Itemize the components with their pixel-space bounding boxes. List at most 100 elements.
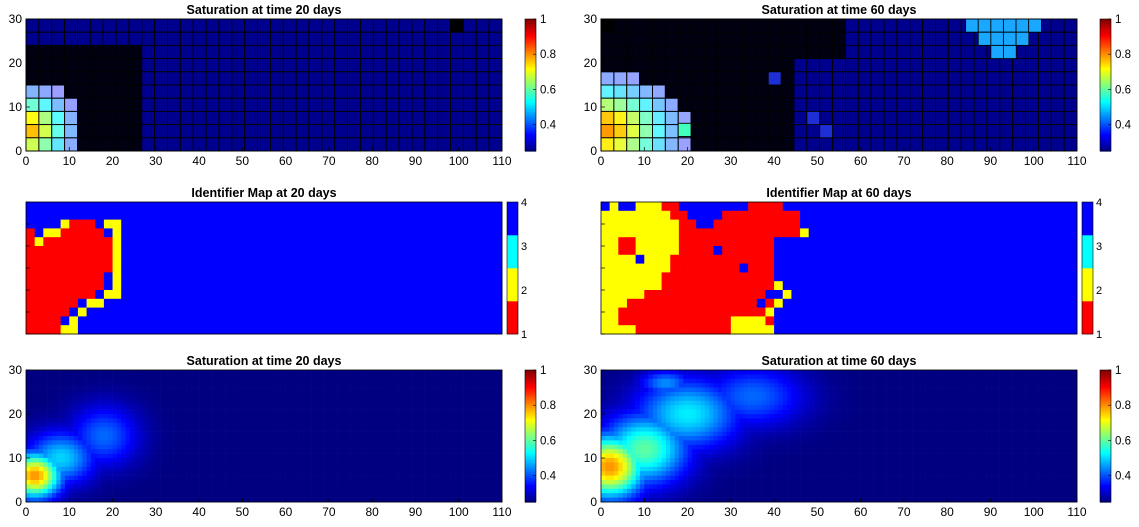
heatmap-cell [160, 405, 165, 410]
heatmap-cell [147, 427, 152, 432]
heatmap-cell [103, 396, 109, 402]
heatmap-cell [337, 298, 347, 308]
colorbar-segment [525, 25, 536, 29]
heatmap-cell [238, 422, 243, 428]
heatmap-cell [337, 316, 347, 326]
heatmap-cell [922, 124, 936, 139]
heatmap-cell [233, 316, 243, 326]
x-tick-label: 20 [106, 154, 120, 168]
heatmap-cell [458, 281, 468, 291]
heatmap-cell [112, 298, 122, 308]
heatmap-cell [678, 316, 688, 326]
y-tick-label: 30 [584, 12, 598, 26]
heatmap-cell [43, 325, 53, 335]
heatmap-cell [337, 458, 343, 463]
heatmap-cell [125, 387, 131, 393]
heatmap-cell [780, 137, 795, 152]
heatmap-cell [220, 383, 226, 388]
heatmap-cell [302, 383, 308, 388]
heatmap-cell [233, 431, 239, 437]
heatmap-cell [179, 18, 194, 33]
heatmap-cell [767, 84, 782, 99]
heatmap-cell [912, 246, 922, 256]
heatmap-cell [328, 202, 338, 212]
heatmap-cell [800, 202, 810, 212]
heatmap-cell [320, 307, 330, 317]
heatmap-cell [1033, 272, 1043, 282]
heatmap-cell [251, 219, 261, 229]
heatmap-cell [99, 440, 105, 446]
heatmap-cell [86, 281, 96, 291]
heatmap-cell [190, 453, 196, 459]
heatmap-cell [677, 58, 692, 73]
heatmap-cell [454, 370, 460, 375]
heatmap-cell [729, 110, 743, 126]
heatmap-cell [86, 307, 96, 317]
heatmap-cell [298, 414, 304, 419]
heatmap-cell [121, 409, 126, 415]
heatmap-cell [398, 272, 408, 282]
heatmap-cell [981, 263, 991, 273]
heatmap-cell [264, 440, 269, 446]
heatmap-cell [51, 400, 57, 406]
heatmap-cell [844, 18, 859, 33]
heatmap-cell [475, 97, 490, 112]
heatmap-cell [1025, 58, 1039, 73]
heatmap-cell [664, 97, 679, 112]
heatmap-cell [372, 137, 387, 152]
heatmap-cell [601, 246, 611, 256]
heatmap-cell [89, 44, 104, 60]
heatmap-cell [843, 219, 853, 229]
heatmap-cell [402, 409, 408, 415]
heatmap-cell [806, 71, 821, 86]
heatmap-cell [321, 44, 336, 60]
heatmap-cell [929, 246, 939, 256]
heatmap-cell [354, 254, 364, 264]
heatmap-cell [363, 453, 369, 459]
heatmap-cell [142, 405, 148, 410]
heatmap-cell [687, 246, 697, 256]
heatmap-cell [869, 210, 879, 220]
heatmap-cell [389, 422, 395, 428]
heatmap-cell [294, 281, 304, 291]
heatmap-cell [354, 405, 360, 410]
heatmap-cell [964, 210, 974, 220]
heatmap-cell [242, 219, 252, 229]
heatmap-cell [819, 110, 834, 126]
heatmap-cell [782, 202, 792, 212]
heatmap-cell [441, 449, 447, 454]
heatmap-cell [458, 374, 464, 380]
heatmap-cell [51, 325, 62, 335]
heatmap-cell [173, 307, 183, 317]
heatmap-cell [212, 409, 217, 415]
heatmap-cell [450, 418, 455, 424]
heatmap-cell [116, 405, 122, 410]
heatmap-cell [60, 453, 66, 459]
heatmap-cell [129, 272, 139, 282]
heatmap-cell [437, 137, 451, 152]
heatmap-cell [406, 458, 412, 463]
heatmap-cell [1033, 316, 1043, 326]
heatmap-cell [56, 370, 61, 375]
heatmap-cell [225, 449, 230, 454]
heatmap-cell [748, 325, 758, 335]
heatmap-cell [626, 110, 641, 126]
heatmap-cell [82, 392, 87, 397]
heatmap-cell [1051, 210, 1061, 220]
heatmap-cell [51, 84, 66, 99]
heatmap-cell [346, 444, 351, 450]
heatmap-cell [406, 405, 412, 410]
heatmap-cell [229, 396, 235, 402]
heatmap-cell [800, 307, 810, 317]
heatmap-cell [767, 97, 782, 112]
heatmap-cell [851, 237, 862, 247]
heatmap-cell [181, 431, 187, 437]
heatmap-cell [116, 414, 122, 419]
heatmap-cell [938, 272, 948, 282]
heatmap-cell [857, 124, 872, 139]
heatmap-cell [294, 405, 299, 410]
heatmap-cell [34, 427, 40, 432]
heatmap-cell [458, 307, 468, 317]
heatmap-cell [817, 307, 827, 317]
heatmap-cell [64, 418, 70, 424]
